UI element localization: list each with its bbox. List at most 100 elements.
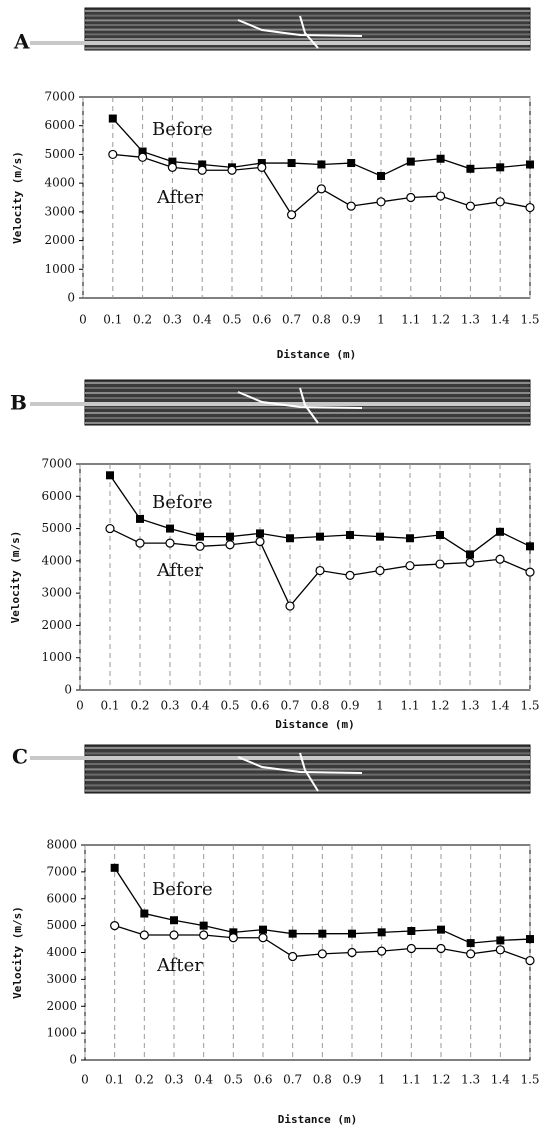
x-tick-label: 0.3	[163, 313, 182, 327]
x-tick-label: 0.8	[313, 1073, 332, 1087]
marker	[225, 540, 235, 550]
marker	[376, 532, 384, 541]
x-axis-title: Distance (m)	[277, 348, 356, 361]
y-tick-label: 2000	[41, 618, 72, 632]
marker	[465, 201, 475, 211]
marker	[108, 149, 118, 160]
marker	[405, 561, 415, 571]
x-tick-label: 0.4	[193, 313, 212, 327]
marker	[346, 531, 354, 540]
x-tick-label: 0.9	[342, 1073, 361, 1087]
x-tick-label: 1.3	[461, 1073, 480, 1087]
x-tick-label: 0.2	[130, 699, 149, 713]
x-tick-label: 0.6	[250, 699, 269, 713]
marker	[465, 557, 475, 568]
marker	[496, 163, 505, 172]
marker	[287, 210, 297, 220]
marker	[377, 928, 386, 937]
y-tick-label: 2000	[44, 233, 75, 247]
y-tick-label: 4000	[44, 176, 75, 190]
x-tick-label: 0.5	[224, 1073, 243, 1087]
y-tick-label: 5000	[44, 147, 75, 161]
series-label: After	[156, 955, 203, 976]
x-tick-label: 0.4	[194, 1073, 213, 1087]
series-label: Before	[152, 119, 213, 140]
x-tick-label: 1.5	[520, 313, 539, 327]
marker	[138, 147, 147, 156]
x-axis-title: Distance (m)	[275, 718, 354, 731]
marker	[136, 514, 144, 523]
series-label: Before	[152, 879, 213, 900]
x-tick-label: 1	[377, 313, 385, 327]
series-label: After	[156, 187, 203, 208]
y-tick-label: 0	[64, 683, 72, 697]
y-axis-title: Velocity (m/s)	[9, 531, 22, 624]
crack	[237, 19, 363, 37]
marker	[135, 538, 145, 548]
crack	[237, 756, 363, 774]
marker	[466, 949, 476, 959]
marker	[495, 945, 505, 955]
x-tick-label: 0.1	[105, 1073, 124, 1087]
x-tick-label: 1.1	[402, 1073, 421, 1087]
x-tick-label: 0	[76, 699, 84, 713]
marker	[285, 601, 295, 611]
marker	[169, 930, 179, 940]
marker	[316, 532, 324, 541]
marker	[228, 933, 238, 943]
marker	[377, 946, 387, 956]
x-tick-label: 0.9	[342, 313, 361, 327]
crack	[299, 752, 319, 792]
y-tick-label: 5000	[41, 521, 72, 535]
marker	[167, 162, 177, 172]
marker	[347, 159, 356, 168]
x-tick-label: 1.5	[520, 699, 539, 713]
marker	[170, 916, 178, 925]
marker	[435, 559, 445, 569]
x-tick-label: 0.7	[282, 313, 301, 327]
marker	[108, 114, 117, 123]
series-label: Before	[152, 492, 213, 513]
x-tick-label: 0.3	[164, 1073, 183, 1087]
y-tick-label: 8000	[46, 838, 77, 852]
marker	[138, 152, 148, 162]
marker	[255, 536, 265, 547]
marker	[315, 565, 325, 576]
marker	[466, 939, 475, 948]
x-tick-label: 0.5	[220, 699, 239, 713]
marker	[526, 542, 534, 551]
x-tick-label: 0.5	[222, 313, 241, 327]
x-tick-label: 0.3	[160, 699, 179, 713]
marker	[346, 201, 356, 211]
plot-area	[82, 96, 531, 299]
marker	[195, 541, 205, 551]
y-tick-label: 5000	[46, 918, 77, 932]
marker	[525, 955, 535, 966]
marker	[495, 197, 505, 207]
marker	[316, 184, 326, 194]
x-tick-label: 0.8	[310, 699, 329, 713]
x-tick-label: 1	[378, 1073, 386, 1087]
x-axis-title: Distance (m)	[278, 1113, 357, 1126]
x-tick-label: 1.4	[491, 313, 510, 327]
x-tick-label: 1.1	[400, 699, 419, 713]
marker	[376, 197, 386, 207]
y-tick-label: 4000	[41, 553, 72, 567]
x-tick-label: 1.4	[490, 699, 509, 713]
y-tick-label: 6000	[41, 489, 72, 503]
marker	[199, 921, 208, 930]
y-tick-label: 1000	[44, 262, 75, 276]
marker	[496, 527, 504, 536]
x-tick-label: 1.3	[460, 699, 479, 713]
marker	[525, 567, 535, 577]
x-tick-label: 0.6	[252, 313, 271, 327]
marker	[317, 160, 326, 169]
marker	[140, 909, 149, 918]
marker	[106, 471, 114, 480]
marker	[139, 930, 149, 940]
marker	[198, 160, 207, 169]
y-tick-label: 2000	[46, 999, 77, 1013]
x-tick-label: 0.8	[312, 313, 331, 327]
marker	[258, 933, 268, 943]
